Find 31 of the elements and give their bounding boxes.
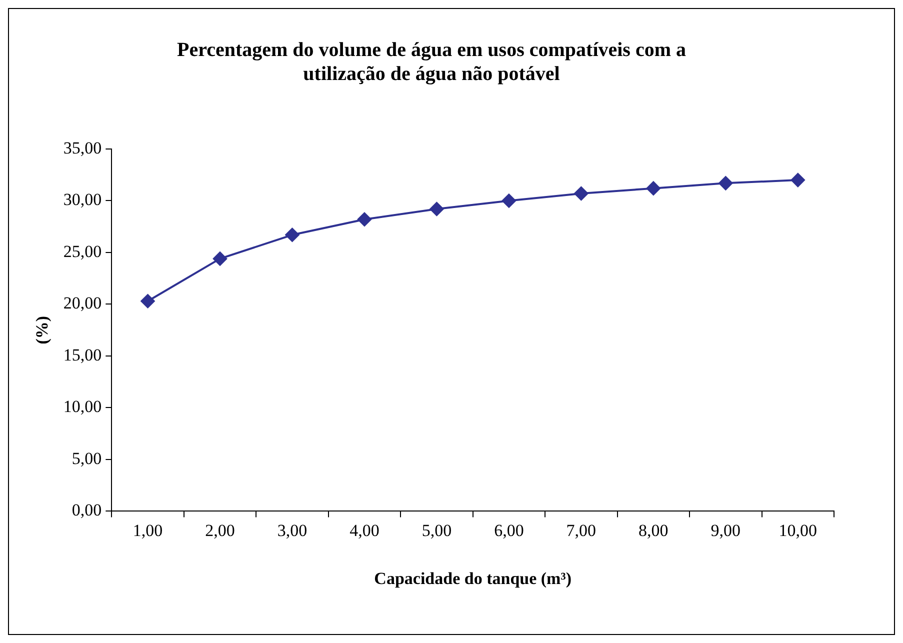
x-tick-label: 6,00 xyxy=(494,520,524,540)
y-tick-label: 25,00 xyxy=(63,242,102,261)
x-tick-label: 2,00 xyxy=(205,520,235,540)
x-tick-label: 1,00 xyxy=(132,520,163,540)
x-tick-label: 9,00 xyxy=(710,520,741,540)
point xyxy=(574,186,588,200)
point xyxy=(430,202,444,216)
y-tick-label: 10,00 xyxy=(63,397,102,416)
x-tick-label: 10,00 xyxy=(778,520,818,540)
x-tick-label: 3,00 xyxy=(277,520,308,540)
point xyxy=(213,252,228,266)
y-tick-label: 0,00 xyxy=(72,500,102,520)
y-tick-label: 30,00 xyxy=(63,190,102,210)
point xyxy=(718,176,733,190)
chart-title: Percentagem do volume de água em usos compatíveis com a utilização de água não potável xyxy=(176,39,686,86)
y-axis-title: (%) xyxy=(32,316,52,344)
y-tick-label: 15,00 xyxy=(63,345,102,364)
point xyxy=(357,212,372,226)
y-tick-label: 5,00 xyxy=(72,448,102,468)
x-tick-label: 5,00 xyxy=(422,520,452,540)
point xyxy=(285,228,300,242)
point xyxy=(502,194,516,208)
y-tick-label: 35,00 xyxy=(63,138,102,158)
x-tick-label: 7,00 xyxy=(566,520,596,540)
x-tick-label: 8,00 xyxy=(638,520,668,540)
x-tick-label: 4,00 xyxy=(350,520,380,540)
x-axis-title: Capacidade do tanque (m³) xyxy=(374,569,572,588)
y-tick-label: 20,00 xyxy=(63,294,102,313)
point xyxy=(646,181,660,196)
point xyxy=(790,173,805,188)
point xyxy=(140,294,155,308)
